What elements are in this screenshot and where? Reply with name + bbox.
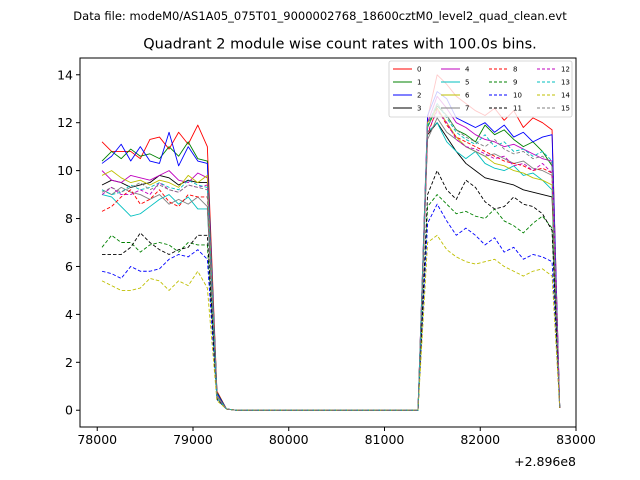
chart-title: Quadrant 2 module wise count rates with …	[143, 37, 537, 53]
legend-label-8: 8	[513, 66, 517, 74]
series-line-13	[101, 103, 561, 411]
series-line-9	[101, 194, 561, 411]
legend-label-0: 0	[417, 66, 421, 74]
legend-label-13: 13	[561, 79, 570, 87]
series-line-7	[101, 117, 561, 411]
axes-layer: 78000 79000 80000 81000 82000 830000246810121…	[57, 67, 596, 447]
y-tick-label: 2	[65, 355, 73, 370]
x-tick-label: 79000	[173, 432, 213, 447]
y-tick-label: 14	[57, 67, 73, 82]
legend-label-3: 3	[417, 105, 421, 113]
file-title: Data file: modeM0/AS1A05_075T01_90000027…	[73, 9, 567, 23]
x-tick-label: 81000	[365, 432, 405, 447]
series-line-8	[101, 107, 561, 411]
series-line-11	[102, 170, 561, 411]
legend-label-2: 2	[417, 92, 421, 100]
series-line-4	[101, 95, 561, 411]
plot-frame	[79, 57, 577, 428]
series-line-5	[101, 122, 561, 411]
x-tick-label: 78000	[77, 432, 117, 447]
x-offset-label: +2.896e8	[514, 454, 576, 469]
legend-label-12: 12	[561, 66, 570, 74]
legend-label-4: 4	[465, 66, 470, 74]
y-tick-label: 8	[65, 211, 73, 226]
legend-label-14: 14	[561, 92, 570, 100]
legend-label-5: 5	[465, 79, 469, 87]
legend-label-9: 9	[513, 79, 517, 87]
legend-label-7: 7	[465, 105, 469, 113]
y-tick-label: 6	[65, 259, 73, 274]
series-line-10	[101, 203, 561, 411]
series-line-15	[101, 103, 561, 411]
legend-box	[388, 60, 573, 118]
y-tick-label: 0	[65, 403, 73, 418]
series-line-2	[101, 91, 561, 411]
legend-label-1: 1	[417, 79, 421, 87]
series-line-1	[101, 105, 561, 411]
x-tick-label: 83000	[556, 432, 596, 447]
series-line-14	[101, 234, 561, 411]
series-line-0	[101, 74, 561, 411]
x-tick-label: 82000	[460, 432, 500, 447]
series-line-6	[101, 107, 561, 411]
y-tick-label: 12	[57, 115, 73, 130]
legend-label-15: 15	[561, 105, 570, 113]
legend-label-10: 10	[513, 92, 522, 100]
y-tick-label: 10	[57, 163, 73, 178]
x-tick-label: 80000	[269, 432, 309, 447]
legend-label-11: 11	[513, 105, 522, 113]
series-layer	[101, 74, 561, 411]
y-tick-label: 4	[65, 307, 73, 322]
series-line-3	[101, 122, 561, 411]
legend-label-6: 6	[465, 92, 470, 100]
